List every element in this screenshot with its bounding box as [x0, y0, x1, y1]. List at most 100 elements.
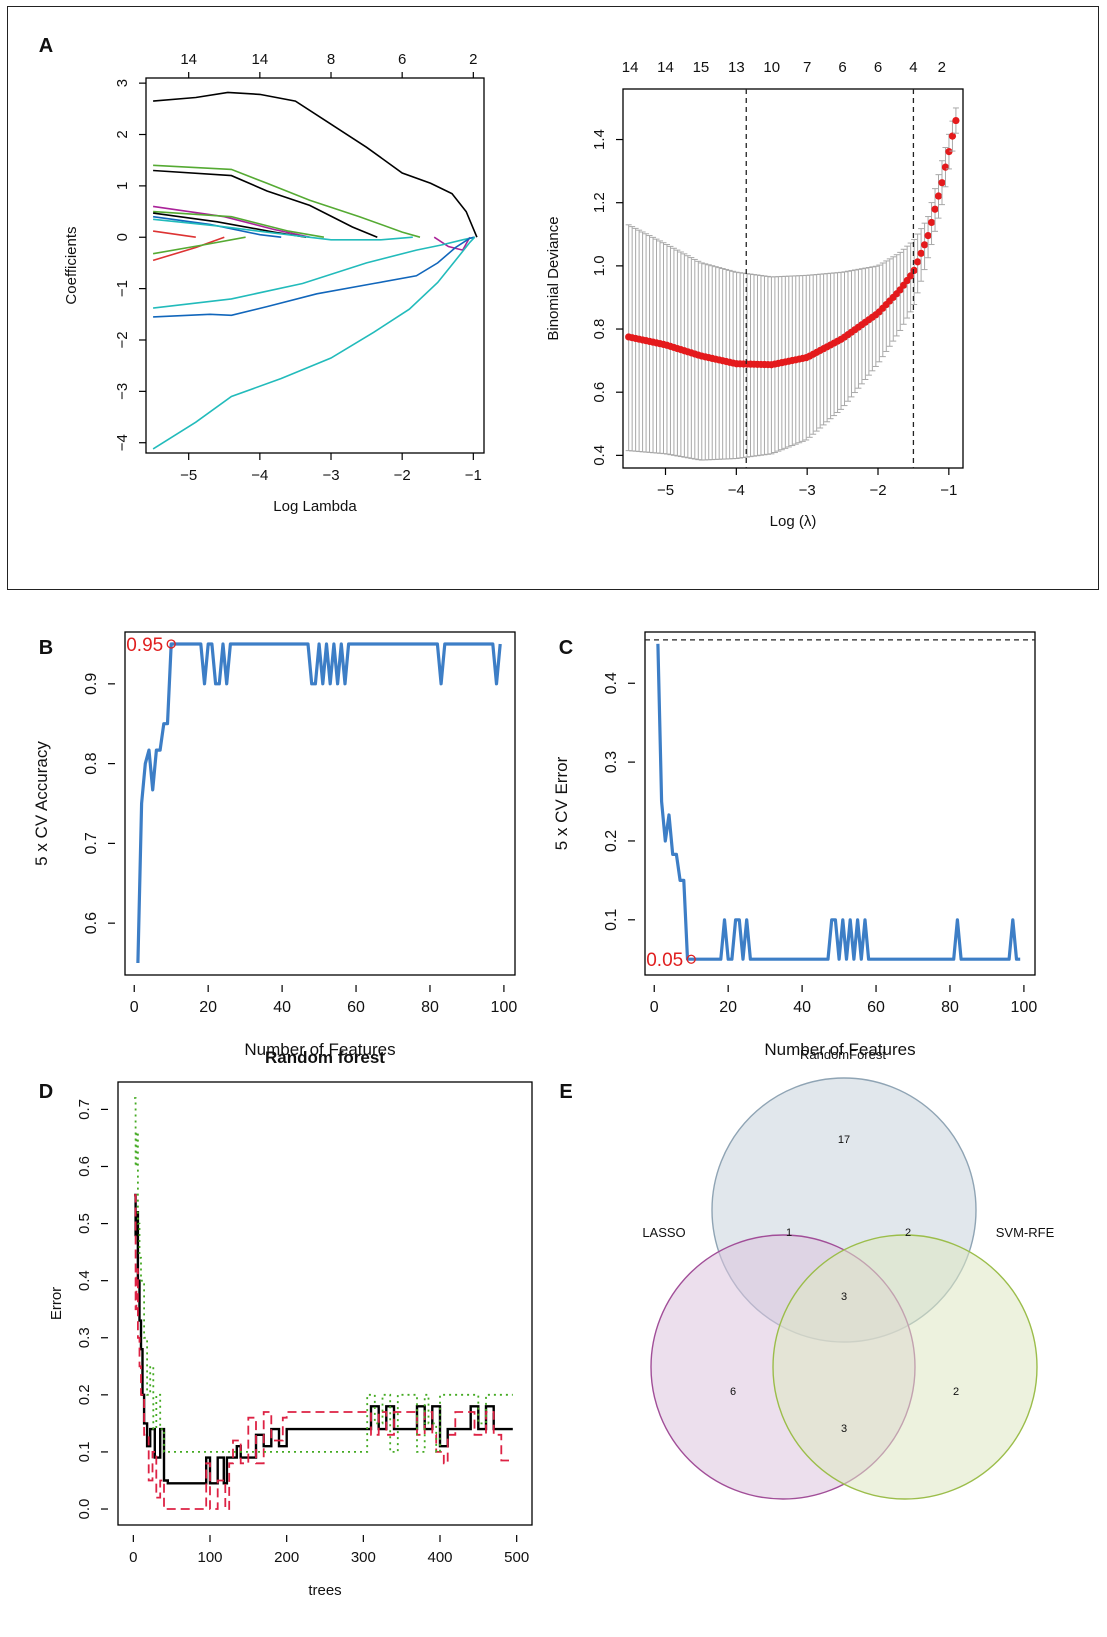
a2-top-tick-label: 14: [657, 59, 674, 76]
d-y-tick-label: 0.6: [76, 1156, 93, 1177]
a2-mean-point: [938, 179, 946, 187]
a2-y-tick-label: 1.2: [591, 192, 608, 213]
d-error-class1: [134, 1194, 513, 1510]
c-curve: [656, 643, 1021, 961]
b-y-axis-label: 5 x CV Accuracy: [32, 741, 51, 866]
e-region-count: 2: [905, 1227, 911, 1239]
a1-coefficient-path: [152, 236, 246, 255]
e-region-count: 1: [786, 1227, 792, 1239]
a2-x-tick-label: −5: [657, 482, 674, 499]
a2-top-tick-label: 13: [728, 59, 745, 76]
a1-y-tick-label: 3: [114, 79, 131, 87]
b-y-tick-label: 0.7: [83, 832, 100, 854]
d-x-tick-label: 200: [274, 1549, 299, 1566]
a1-x-tick-label: −4: [251, 467, 268, 484]
e-region-count: 2: [953, 1386, 959, 1398]
a1-y-tick-label: −4: [114, 434, 131, 451]
a2-top-tick-label: 2: [938, 59, 946, 76]
a1-coefficient-path: [152, 236, 225, 262]
b-y-tick-label: 0.6: [83, 912, 100, 934]
b-x-tick-label: 100: [491, 999, 518, 1016]
d-y-axis-label: Error: [48, 1287, 65, 1320]
d-y-tick-label: 0.3: [76, 1327, 93, 1348]
d-x-tick-label: 400: [427, 1549, 452, 1566]
a2-y-tick-label: 1.4: [591, 129, 608, 150]
a1-top-tick-label: 6: [398, 51, 406, 68]
a2-mean-point: [945, 148, 953, 156]
a2-mean-point: [934, 192, 943, 200]
e-region-count: 6: [730, 1386, 736, 1398]
d-x-tick-label: 500: [504, 1549, 529, 1566]
c-x-tick-label: 40: [793, 999, 811, 1016]
d-x-axis-label: trees: [308, 1582, 341, 1599]
a2-top-tick-label: 15: [693, 59, 710, 76]
d-chart-title: Random forest: [265, 1048, 385, 1067]
a2-mean-point: [927, 218, 936, 227]
a2-mean-point: [931, 205, 939, 213]
panel-label-d: D: [39, 1081, 53, 1103]
a1-x-tick-label: −2: [394, 467, 411, 484]
a1-top-tick-label: 14: [180, 51, 197, 68]
c-y-tick-label: 0.3: [603, 751, 620, 773]
a1-plot-box: [145, 77, 485, 454]
a2-top-tick-label: 10: [763, 59, 780, 76]
b-best-point: [166, 639, 176, 649]
a1-y-tick-label: −3: [114, 383, 131, 400]
a2-mean-point: [924, 232, 932, 240]
panel-label-e: E: [559, 1081, 572, 1103]
a2-y-tick-label: 0.6: [591, 382, 608, 403]
a1-y-tick-label: −1: [114, 280, 131, 297]
c-plot-box: [644, 631, 1036, 976]
a2-x-axis-label: Log (λ): [770, 513, 817, 530]
a2-x-tick-label: −3: [799, 482, 816, 499]
b-curve: [136, 642, 502, 964]
d-y-tick-label: 0.5: [76, 1213, 93, 1234]
d-error-oob: [134, 1193, 513, 1485]
a1-coefficient-path: [153, 164, 421, 238]
a2-x-tick-label: −2: [869, 482, 886, 499]
a1-top-tick-label: 14: [252, 51, 269, 68]
a1-y-axis-label: Coefficients: [63, 226, 80, 304]
panel-label-a: A: [39, 35, 53, 57]
a1-x-tick-label: −3: [322, 467, 339, 484]
c-x-tick-label: 0: [650, 999, 659, 1016]
c-x-tick-label: 20: [719, 999, 737, 1016]
a2-y-tick-label: 0.4: [591, 445, 608, 466]
panel-a-frame: [7, 6, 1099, 590]
e-region-count: 3: [841, 1291, 847, 1303]
a2-mean-point: [920, 241, 929, 249]
a1-coefficient-path: [152, 205, 310, 238]
c-x-tick-label: 80: [941, 999, 959, 1016]
e-set-label-randomforest: RandomForest: [800, 1047, 886, 1062]
b-y-tick-label: 0.9: [83, 673, 100, 695]
a1-top-tick-label: 2: [469, 51, 477, 68]
a2-mean-point: [914, 258, 922, 266]
c-best-label: 0.05: [646, 950, 683, 971]
c-y-axis-label: 5 x CV Error: [552, 756, 571, 850]
a1-y-tick-label: 2: [114, 130, 131, 138]
a1-coefficient-path: [152, 215, 282, 238]
e-set-label-lasso: LASSO: [642, 1225, 685, 1240]
d-y-tick-label: 0.4: [76, 1270, 93, 1291]
c-x-tick-label: 100: [1011, 999, 1038, 1016]
e-region-count: 3: [841, 1423, 847, 1435]
a2-mean-point: [952, 116, 960, 125]
e-region-count: 17: [838, 1134, 850, 1146]
a2-y-axis-label: Binomial Deviance: [545, 216, 562, 340]
a2-mean-point: [948, 132, 957, 140]
a1-y-tick-label: −2: [114, 331, 131, 348]
a2-top-tick-label: 4: [909, 59, 917, 76]
a2-y-tick-label: 1.0: [591, 255, 608, 276]
b-best-label: 0.95: [126, 635, 163, 656]
a1-y-tick-label: 1: [114, 182, 131, 190]
b-y-tick-label: 0.8: [83, 752, 100, 774]
d-plot-box: [117, 1081, 533, 1526]
d-y-tick-label: 0.2: [76, 1384, 93, 1405]
d-y-tick-label: 0.7: [76, 1099, 93, 1120]
a2-mean-point: [907, 272, 915, 280]
a1-x-tick-label: −5: [180, 467, 197, 484]
c-x-axis-label: Number of Features: [764, 1040, 915, 1059]
d-x-tick-label: 100: [197, 1549, 222, 1566]
a1-coefficient-path: [153, 169, 378, 238]
a1-top-tick-label: 8: [327, 51, 335, 68]
